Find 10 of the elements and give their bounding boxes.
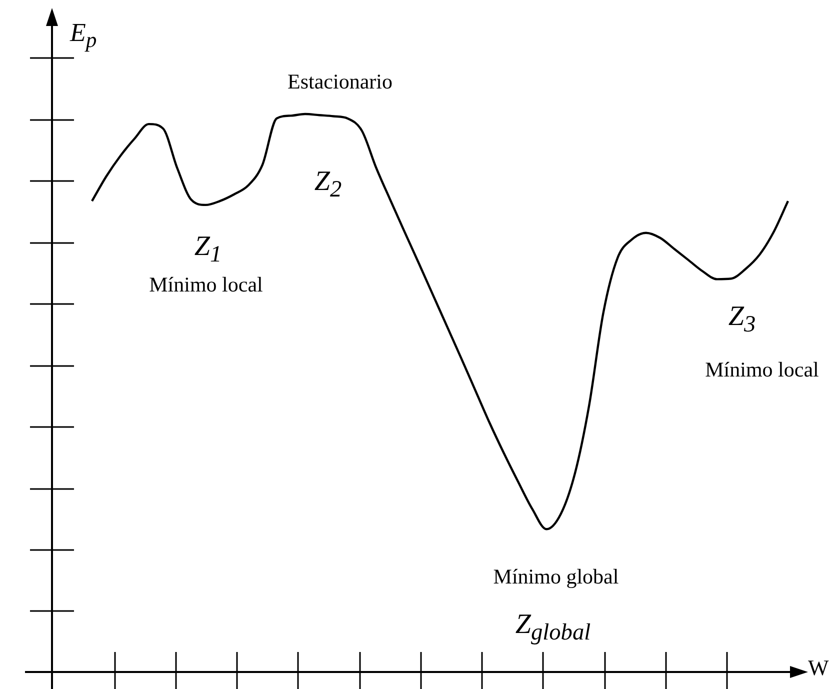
annotation: Mínimo global [493,564,619,588]
annotation: Z$_{2}$ [314,166,342,203]
annotation: Mínimo local [149,272,263,296]
y-axis-title: E$_{p}$ [70,18,97,54]
annotation: Z$_{3}$ [728,301,756,338]
annotation: Z$_{global}$ [515,609,591,646]
annotation: Mínimo local [705,358,819,382]
text: Estacionario [288,70,392,94]
annotation: Z$_{1}$ [194,231,222,268]
x-axis-title: W [808,655,829,681]
